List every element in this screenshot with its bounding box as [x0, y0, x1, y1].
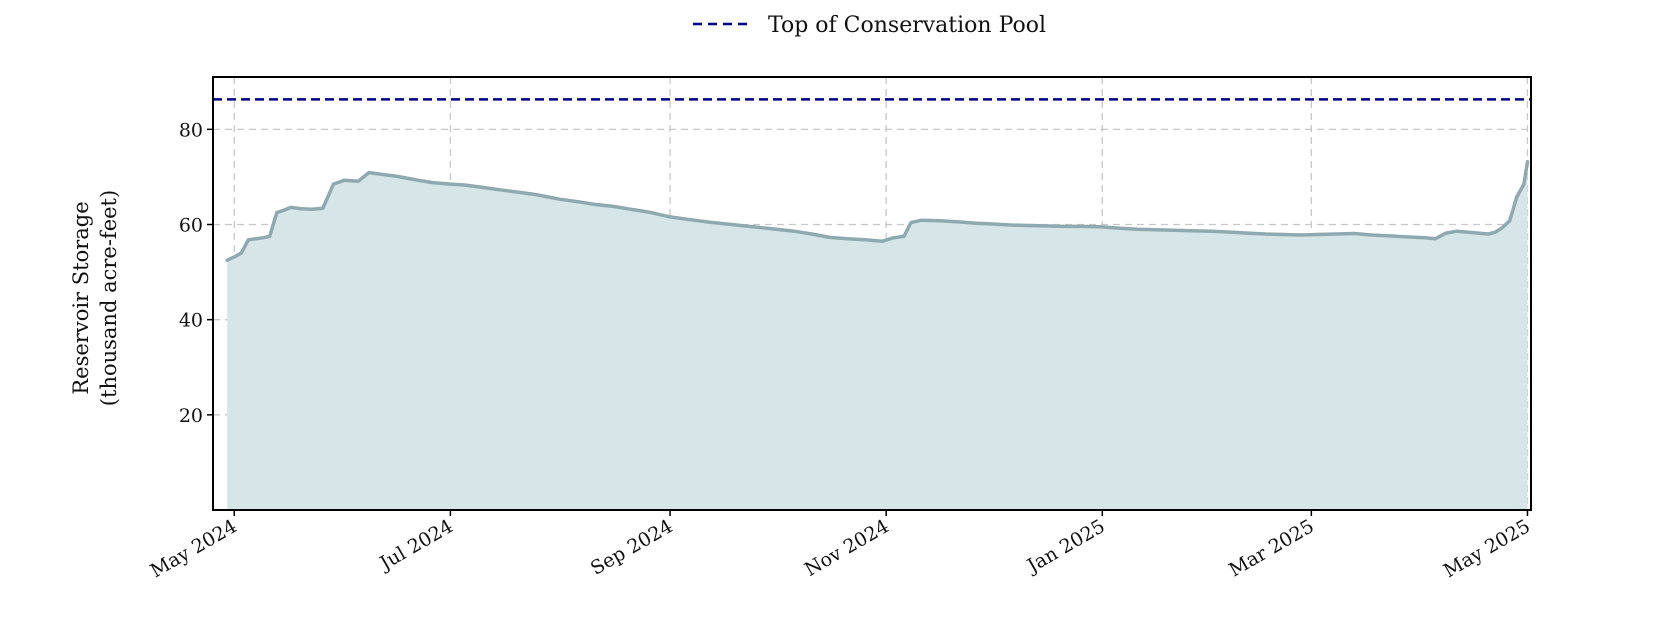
y-tick-label-60: 60: [179, 215, 203, 237]
y-tick-label-20: 20: [179, 405, 203, 427]
x-tick-label-mar-2025: Mar 2025: [1225, 515, 1318, 581]
storage-area-fill: [227, 161, 1528, 510]
legend-label-conservation-pool: Top of Conservation Pool: [768, 13, 1046, 38]
y-axis-title-line-2: (thousand acre-feet): [97, 190, 121, 406]
x-tick-label-may-2024: May 2024: [147, 515, 241, 582]
plot-frame: [212, 76, 1532, 511]
y-tick-label-40: 40: [179, 310, 203, 332]
x-tick-label-jan-2025: Jan 2025: [1022, 515, 1109, 578]
y-axis-title: Reservoir Storage (thousand acre-feet): [69, 190, 121, 406]
storage-series-line: [225, 159, 1530, 262]
y-tick-label-80: 80: [179, 119, 203, 141]
x-tick-label-sep-2024: Sep 2024: [587, 515, 677, 579]
x-tick-label-may-2025: May 2025: [1440, 515, 1534, 582]
plot-area: 20 40 60 80 May 2024 Jul 2024 Sep 2024 Nov 2024…: [147, 76, 1534, 582]
legend: Top of Conservation Pool: [693, 13, 1046, 38]
x-tick-label-nov-2024: Nov 2024: [801, 515, 893, 581]
y-axis-title-line-1: Reservoir Storage: [69, 201, 93, 394]
x-tick-label-jul-2024: Jul 2024: [375, 515, 457, 575]
